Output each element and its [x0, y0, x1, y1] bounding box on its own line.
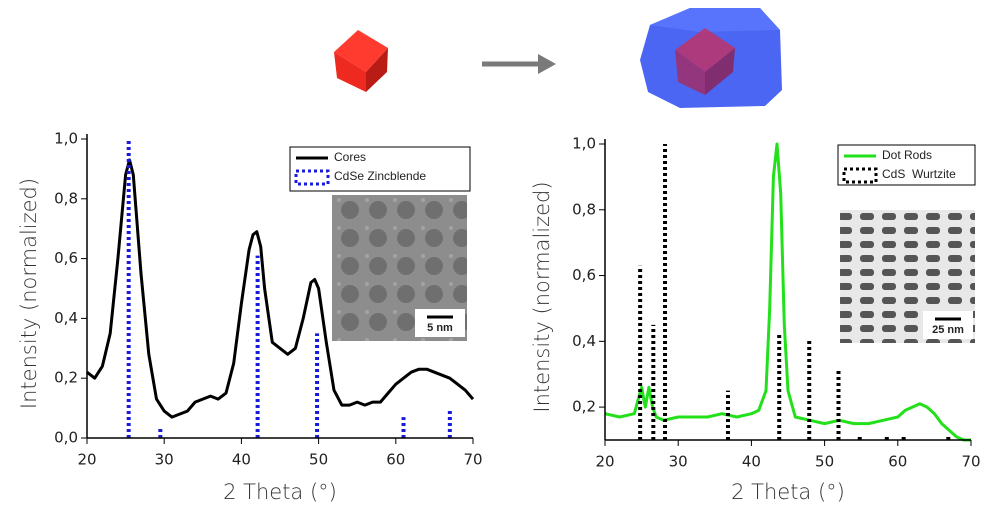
x-tick-label: 30: [155, 451, 174, 469]
x-tick-label: 20: [595, 453, 614, 471]
y-tick-label: 0,4: [572, 332, 596, 350]
y-tick-label: 0,4: [54, 309, 78, 327]
y-tick-label: 0,0: [54, 429, 78, 447]
x-tick-label: 20: [77, 451, 96, 469]
y-tick-label: 0,6: [54, 249, 78, 267]
x-tick-label: 40: [232, 451, 251, 469]
y-axis-label: Intensity (normalized): [17, 178, 41, 409]
chart: 25 nm 20 30 40 50 60 70 0,2 0,4 0,6 0,8 1,0 2 Theta …: [530, 135, 981, 505]
legend-label: Cores: [334, 150, 366, 164]
scale-label: 25 nm: [932, 324, 964, 336]
y-tick-label: 0,8: [54, 189, 78, 207]
x-tick-label: 50: [309, 451, 328, 469]
y-tick-label: 0,6: [572, 266, 596, 284]
y-axis-label: Intensity (normalized): [530, 181, 554, 412]
legend-label: Dot Rods: [882, 148, 932, 162]
x-axis-label: 2 Theta (°): [731, 480, 845, 504]
y-tick-label: 0,2: [54, 369, 78, 387]
chart: 5 nm 20 30 40 50 60 70 0,0 0,2 0,4 0,6 0,8 1,0 2 Thet…: [17, 130, 483, 505]
legend-label: CdS Wurtzite: [882, 167, 956, 181]
x-tick-label: 60: [386, 451, 405, 469]
x-tick-label: 70: [961, 453, 980, 471]
scale-label: 5 nm: [427, 322, 453, 334]
x-tick-label: 70: [463, 451, 482, 469]
illustration: [334, 8, 782, 108]
x-axis-label: 2 Theta (°): [223, 480, 337, 504]
y-tick-label: 1,0: [572, 135, 596, 153]
y-tick-label: 1,0: [54, 130, 78, 148]
legend-label: CdSe Zincblende: [334, 169, 426, 183]
x-tick-label: 50: [815, 453, 834, 471]
y-tick-label: 0,2: [572, 398, 596, 416]
figure: 5 nm 20 30 40 50 60 70 0,0 0,2 0,4 0,6 0,8 1,0 2 Thet…: [0, 0, 987, 505]
x-tick-label: 60: [888, 453, 907, 471]
y-tick-label: 0,8: [572, 200, 596, 218]
x-tick-label: 40: [742, 453, 761, 471]
x-tick-label: 30: [669, 453, 688, 471]
